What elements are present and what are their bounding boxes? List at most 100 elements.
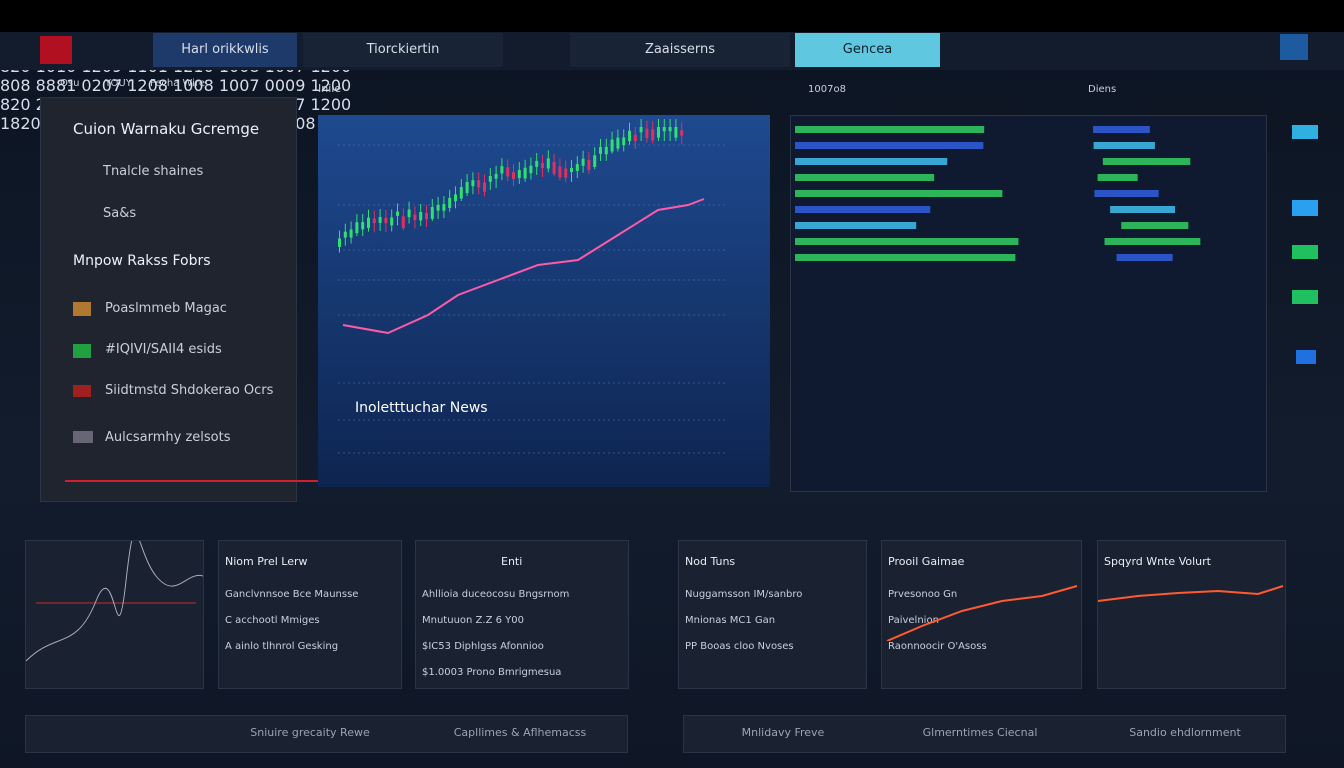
candle: [372, 218, 376, 224]
icon: [73, 385, 91, 397]
candle: [494, 173, 498, 179]
tab[interactable]: Harl orikkwlis: [153, 33, 297, 67]
bar-row: [795, 254, 1016, 261]
bar-row: [795, 238, 1019, 245]
candle: [407, 209, 411, 218]
tab[interactable]: Tiorckiertin: [303, 33, 503, 67]
panel-line: Mnionas MC1 Gan: [685, 615, 776, 626]
tab[interactable]: Gencea: [795, 33, 940, 67]
footer-button[interactable]: Glmerntimes Ciecnal: [922, 726, 1038, 739]
candle: [459, 187, 463, 199]
footer-button[interactable]: Sniuire grecaity Rewe: [250, 726, 370, 739]
bar-row: [795, 158, 948, 165]
candle: [552, 161, 556, 174]
panel-line: Prvesonoo Gn: [888, 589, 958, 600]
candle: [483, 182, 486, 192]
bar-row: [1121, 222, 1189, 229]
wave: [25, 532, 204, 662]
candle: [674, 127, 678, 138]
footer-button[interactable]: Capllimes & Aflhemacss: [453, 726, 587, 739]
candle: [564, 168, 568, 178]
panel-line: Nuggamsson IM/sanbro: [685, 589, 803, 600]
candle: [575, 164, 579, 171]
candle: [413, 214, 417, 221]
pink-line: [342, 198, 705, 335]
menu-item[interactable]: #IQIVI/SAII4 esids: [105, 342, 222, 357]
icon-button[interactable]: [1280, 34, 1308, 60]
bar-row: [1110, 206, 1176, 213]
bar-row: [1093, 126, 1150, 133]
panel-line: Paivelnion: [888, 615, 939, 626]
footer-button[interactable]: Sandio ehdlornment: [1129, 726, 1241, 739]
top-bar: [0, 0, 1344, 32]
panel-title: Nod Tuns: [685, 555, 736, 568]
panel-line: A ainlo tlhnrol Gesking: [225, 641, 339, 652]
info-panel: Nod Tuns Nuggamsson IM/sanbro Mnionas MC1 …: [678, 540, 867, 689]
tab[interactable]: Zaaisserns: [570, 33, 790, 67]
menu-item[interactable]: Tnalcle shaines: [103, 164, 204, 179]
candle: [628, 130, 631, 142]
candle: [500, 166, 504, 174]
candle: [349, 229, 353, 238]
candle: [610, 139, 614, 152]
candle: [680, 130, 684, 136]
panel-title: Spqyrd Wnte Volurt: [1104, 555, 1211, 568]
icon: [73, 344, 91, 358]
spark: [886, 585, 1078, 641]
menu-item[interactable]: Siidtmstd Shdokerao Ocrs: [105, 383, 274, 398]
panel-line: PP Booas cloo Nvoses: [685, 641, 794, 652]
candle: [396, 211, 399, 216]
info-panel: Prooil Gaimae Prvesonoo Gn Paivelnion Raonn…: [881, 540, 1082, 689]
candle: [477, 180, 481, 188]
candle: [587, 159, 591, 170]
panel-line: Mnutuuon Z.Z 6 Y00: [422, 615, 524, 626]
bar-row: [1102, 158, 1191, 165]
label: Osu: [60, 78, 80, 89]
bar-row: [1097, 174, 1138, 181]
panel-title: Niom Prel Lerw: [225, 555, 308, 568]
bar-row: [795, 222, 917, 229]
sidebar: Cuion Warnaku Gcremge Tnalcle shaines Sa…: [40, 97, 297, 502]
icon: [1296, 350, 1316, 364]
menu-item[interactable]: Poaslmmeb Magac: [105, 301, 227, 316]
candle: [430, 207, 434, 219]
menu-item[interactable]: Aulcsarmhy zelsots: [105, 430, 231, 445]
candle: [570, 167, 573, 173]
icon: [1292, 245, 1318, 259]
bar-row: [1094, 190, 1159, 197]
panel-line: $1.0003 Prono Bmrigmesua: [422, 667, 562, 678]
candle: [616, 137, 620, 149]
candle: [668, 127, 672, 132]
candle: [488, 175, 492, 182]
icon: [1292, 290, 1318, 304]
menu-item[interactable]: Sa&s: [103, 206, 137, 221]
candle: [633, 134, 637, 142]
label: YOUY: [105, 78, 132, 89]
info-panel: Enti Ahllioia duceocosu Bngsrnom Mnutuuon …: [415, 540, 629, 689]
icon: [73, 431, 93, 443]
bar-row: [1093, 142, 1155, 149]
candle: [599, 146, 602, 154]
footer-bar: [683, 715, 1286, 753]
spark: [1098, 585, 1284, 602]
panel-line: Ganclvnnsoe Bce Maunsse: [225, 589, 359, 600]
logo: [40, 36, 72, 64]
panel-line: C acchootl Mmiges: [225, 615, 320, 626]
candle: [662, 127, 666, 132]
candle: [465, 182, 469, 194]
bar-row: [795, 174, 935, 181]
grid-row: 808 8881 0207 1208 1008 1007 0009 1200: [0, 76, 352, 95]
label: Fecha Wire: [150, 78, 205, 89]
bar-row: [795, 126, 985, 133]
candle: [390, 217, 394, 226]
candle: [657, 127, 660, 138]
candle: [604, 146, 608, 155]
bar-row: [795, 190, 1003, 197]
footer-button[interactable]: Mnlidavy Freve: [741, 726, 825, 739]
panel-line: Raonnoocir O'Asoss: [888, 641, 987, 652]
candle: [546, 158, 550, 169]
candle: [581, 158, 585, 166]
icon: [1292, 200, 1318, 216]
candle: [529, 165, 533, 174]
